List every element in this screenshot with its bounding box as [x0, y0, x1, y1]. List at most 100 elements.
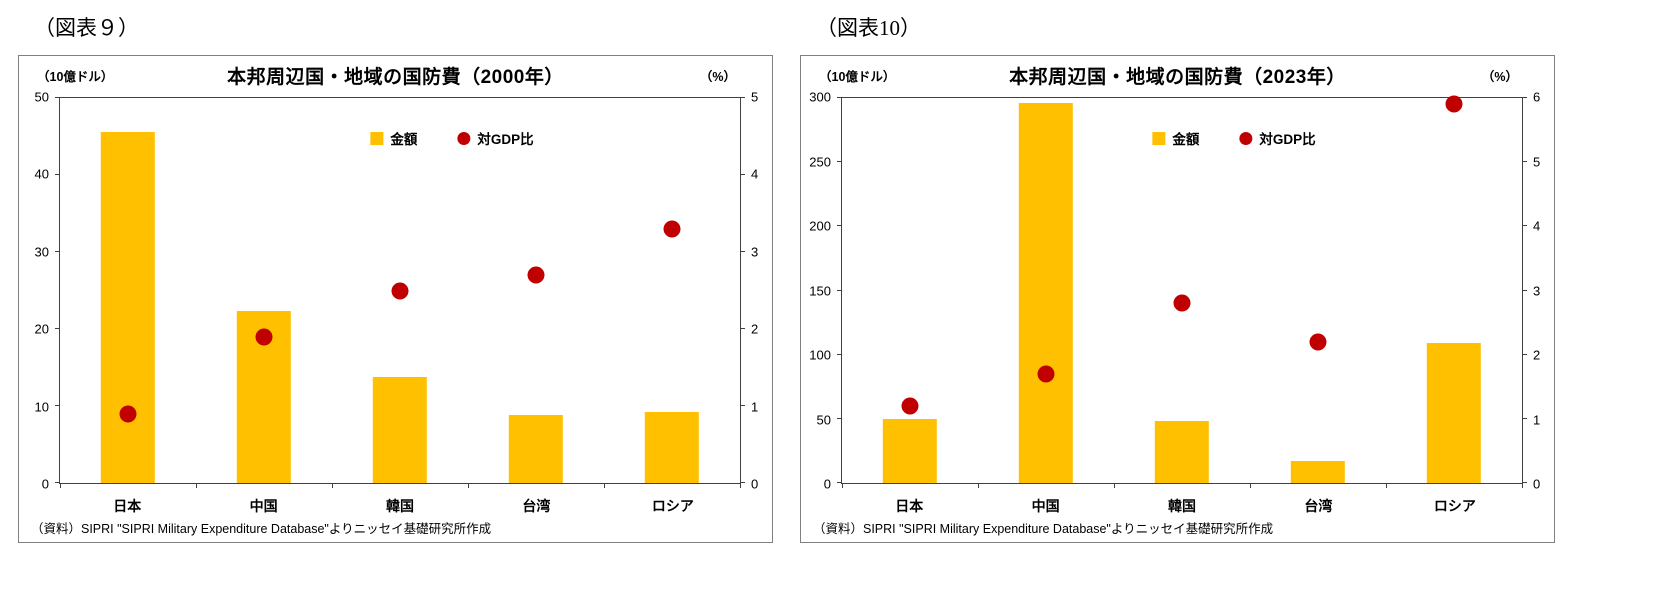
- legend-bar-label: 金額: [390, 132, 418, 147]
- x-axis-tickmark: [60, 483, 61, 488]
- y-axis-left-tick-label: 200: [809, 218, 831, 234]
- y-axis-left-tick-label: 50: [816, 412, 831, 428]
- y-axis-left-tick-label: 10: [34, 399, 49, 415]
- y-axis-left-tickmark: [837, 482, 842, 483]
- y-axis-left-tick-label: 20: [34, 321, 49, 337]
- x-axis-tickmark: [740, 483, 741, 488]
- legend-dot-label: 対GDP比: [477, 132, 534, 147]
- y-axis-left-tick-label: 150: [809, 283, 831, 298]
- y-axis-left-tickmark: [837, 353, 842, 355]
- source-note: （資料）SIPRI "SIPRI Military Expenditure Da…: [813, 522, 1274, 536]
- x-axis-tickmark: [842, 483, 843, 488]
- bar-日本: [882, 418, 938, 483]
- gdp-ratio-dot-ロシア: [1445, 95, 1463, 113]
- right-axis-unit-label: （%）: [699, 70, 736, 84]
- gdp-ratio-dot-台湾: [1309, 333, 1327, 351]
- x-axis-tickmark: [978, 483, 979, 488]
- source-note: （資料）SIPRI "SIPRI Military Expenditure Da…: [31, 522, 492, 536]
- bar-韓国: [1154, 421, 1210, 483]
- y-axis-right-tickmark: [1522, 161, 1527, 163]
- gdp-ratio-dot-韓国: [391, 282, 409, 299]
- x-category-label: 日本: [113, 498, 142, 514]
- chart-panel-2000: 本邦周辺国・地域の国防費（2000年） （10億ドル） （%） 0 10 20 30 4…: [18, 55, 773, 543]
- bar-日本: [100, 131, 156, 483]
- y-axis-right-tick-label: 5: [751, 89, 759, 105]
- y-axis-right-tickmark: [1522, 225, 1527, 227]
- y-axis-right-tick-label: 1: [1533, 412, 1541, 428]
- gdp-ratio-dot-日本: [901, 397, 919, 415]
- y-axis-right: 0 1 2 3 4 5 6: [1527, 91, 1555, 491]
- y-axis-right-tickmark: [1522, 289, 1527, 291]
- left-axis-unit-label: （10億ドル）: [819, 70, 896, 84]
- gdp-ratio-dot-ロシア: [663, 220, 681, 238]
- right-axis-unit-label: （%）: [1481, 70, 1518, 84]
- x-category-label: 韓国: [1168, 498, 1197, 514]
- bar-swatch-icon: [1152, 131, 1166, 145]
- y-axis-left-tickmark: [837, 225, 842, 227]
- y-axis-right-tickmark: [740, 328, 745, 329]
- y-axis-right-tickmark: [1522, 353, 1527, 355]
- x-axis-tickmark: [1386, 483, 1387, 488]
- x-axis-tickmark: [468, 483, 469, 488]
- chart-panel-2023: 本邦周辺国・地域の国防費（2023年） （10億ドル） （%） 0 50 100 15…: [800, 55, 1555, 543]
- y-axis-left-tickmark: [55, 482, 60, 483]
- legend-item-amount: 金額: [370, 128, 417, 148]
- legend-bar-label: 金額: [1172, 132, 1200, 147]
- y-axis-right-tickmark: [1522, 417, 1527, 419]
- gdp-ratio-dot-韓国: [1173, 294, 1191, 312]
- y-axis-left-tick-label: 40: [34, 166, 49, 182]
- x-category-label: 韓国: [386, 498, 415, 514]
- bar-台湾: [508, 415, 564, 483]
- y-axis-right-tick-label: 1: [751, 399, 759, 415]
- y-axis-right-tick-label: 3: [751, 244, 759, 260]
- x-category-label: 中国: [1031, 498, 1060, 514]
- x-axis-labels: 日本 中国 韓国 台湾 ロシア: [841, 496, 1523, 516]
- y-axis-right-tickmark: [1522, 97, 1527, 98]
- y-axis-left-tickmark: [55, 405, 60, 406]
- y-axis-right-tickmark: [740, 405, 745, 406]
- y-axis-left: 0 10 20 30 40 50: [19, 91, 55, 491]
- y-axis-right-tick-label: 0: [751, 476, 759, 492]
- x-category-label: ロシア: [1433, 498, 1476, 514]
- gdp-ratio-dot-中国: [255, 328, 273, 346]
- gdp-ratio-dot-中国: [1037, 365, 1055, 383]
- chart-title: 本邦周辺国・地域の国防費（2023年）: [1009, 67, 1346, 88]
- y-axis-right-tickmark: [740, 97, 745, 98]
- y-axis-right-tick-label: 3: [1533, 283, 1541, 298]
- y-axis-left: 0 50 100 150 200 250 300: [801, 91, 837, 491]
- y-axis-right-tick-label: 2: [1533, 347, 1541, 363]
- bar-中国: [1018, 103, 1074, 483]
- legend-item-gdp-ratio: 対GDP比: [1239, 128, 1316, 148]
- x-category-label: 中国: [249, 498, 278, 514]
- y-axis-right-tickmark: [740, 251, 745, 252]
- y-axis-left-tickmark: [837, 417, 842, 419]
- x-category-label: 日本: [895, 498, 924, 514]
- y-axis-right-tick-label: 6: [1533, 89, 1541, 105]
- y-axis-left-tick-label: 100: [809, 347, 831, 363]
- y-axis-left-tick-label: 50: [34, 89, 49, 105]
- y-axis-right-tickmark: [740, 482, 745, 483]
- y-axis-left-tick-label: 0: [823, 476, 831, 492]
- y-axis-left-tick-label: 250: [809, 154, 831, 169]
- chart-title: 本邦周辺国・地域の国防費（2000年）: [227, 67, 564, 88]
- x-category-label: 台湾: [522, 498, 551, 514]
- legend-item-gdp-ratio: 対GDP比: [457, 128, 534, 148]
- gdp-ratio-dot-台湾: [527, 266, 545, 284]
- x-axis-tickmark: [196, 483, 197, 488]
- bar-ロシア: [1426, 343, 1482, 483]
- x-axis-tickmark: [1522, 483, 1523, 488]
- y-axis-right: 0 1 2 3 4 5: [745, 91, 773, 491]
- y-axis-right-tick-label: 5: [1533, 154, 1541, 169]
- x-axis-tickmark: [332, 483, 333, 488]
- left-axis-unit-label: （10億ドル）: [37, 70, 114, 84]
- y-axis-left-tickmark: [837, 161, 842, 163]
- y-axis-left-tickmark: [55, 97, 60, 98]
- bar-韓国: [372, 376, 428, 483]
- bar-swatch-icon: [370, 131, 384, 145]
- y-axis-left-tickmark: [837, 97, 842, 98]
- y-axis-left-tick-label: 0: [41, 476, 49, 492]
- gdp-ratio-dot-日本: [119, 405, 137, 423]
- figure-label-9: （図表９）: [34, 16, 139, 40]
- y-axis-right-tick-label: 4: [1533, 218, 1541, 234]
- y-axis-left-tickmark: [55, 251, 60, 252]
